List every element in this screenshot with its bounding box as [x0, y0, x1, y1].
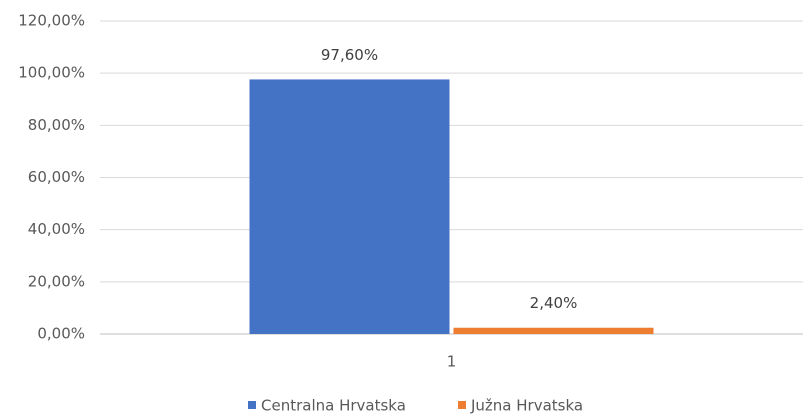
legend-label: Južna Hrvatska — [470, 397, 583, 414]
y-tick-label: 40,00% — [28, 220, 85, 238]
y-tick-label: 80,00% — [28, 116, 85, 134]
y-tick-label: 60,00% — [28, 168, 85, 186]
x-tick-label: 1 — [447, 353, 457, 371]
y-tick-label: 20,00% — [28, 272, 85, 290]
bar — [249, 79, 450, 334]
legend-swatch — [248, 401, 256, 409]
legend-swatch — [458, 401, 466, 409]
bar — [453, 327, 654, 334]
data-label: 2,40% — [530, 294, 578, 312]
y-tick-label: 100,00% — [18, 64, 85, 82]
y-tick-label: 120,00% — [18, 12, 85, 30]
legend-label: Centralna Hrvatska — [261, 397, 406, 414]
data-label: 97,60% — [321, 46, 378, 64]
y-tick-label: 0,00% — [37, 325, 85, 343]
